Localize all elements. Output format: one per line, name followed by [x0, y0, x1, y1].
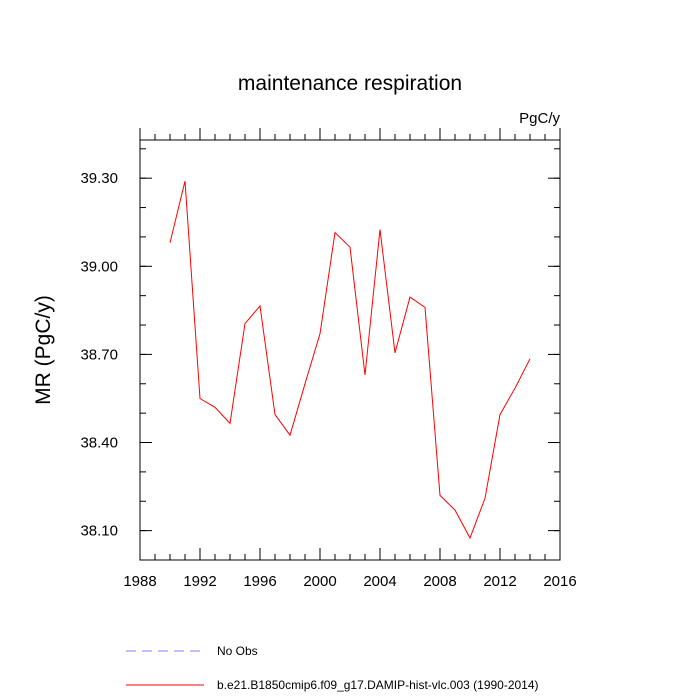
plot-frame	[139, 139, 561, 561]
x-tick-label: 2012	[483, 573, 516, 590]
series-line	[169, 180, 531, 540]
x-tick-label: 1992	[183, 573, 216, 590]
legend: No Obs b.e21.B1850cmip6.f09_g17.DAMIP-his…	[126, 644, 539, 692]
x-tick-label: 1996	[243, 573, 276, 590]
y-tick-label: 38.70	[80, 346, 118, 363]
chart-title: maintenance respiration	[238, 72, 462, 95]
legend-label: b.e21.B1850cmip6.f09_g17.DAMIP-hist-vlc.…	[217, 678, 539, 692]
x-tick-label: 2004	[363, 573, 396, 590]
x-tick-label: 2000	[303, 573, 336, 590]
y-tick-label: 39.00	[80, 258, 118, 275]
legend-label: No Obs	[217, 644, 258, 658]
axis-ticks: 1988 1992 1996 2000 2004 2008 2012 2016 38.10 38.…	[80, 128, 577, 590]
y-tick-label: 38.10	[80, 523, 118, 540]
x-tick-label: 2016	[543, 573, 576, 590]
y-tick-label: 39.30	[80, 170, 118, 187]
y-axis-label: MR (PgC/y)	[32, 295, 55, 405]
y-tick-label: 38.40	[80, 435, 118, 452]
units-label: PgC/y	[519, 110, 560, 127]
x-tick-label: 2008	[423, 573, 456, 590]
series-group	[169, 180, 531, 540]
x-tick-label: 1988	[123, 573, 156, 590]
